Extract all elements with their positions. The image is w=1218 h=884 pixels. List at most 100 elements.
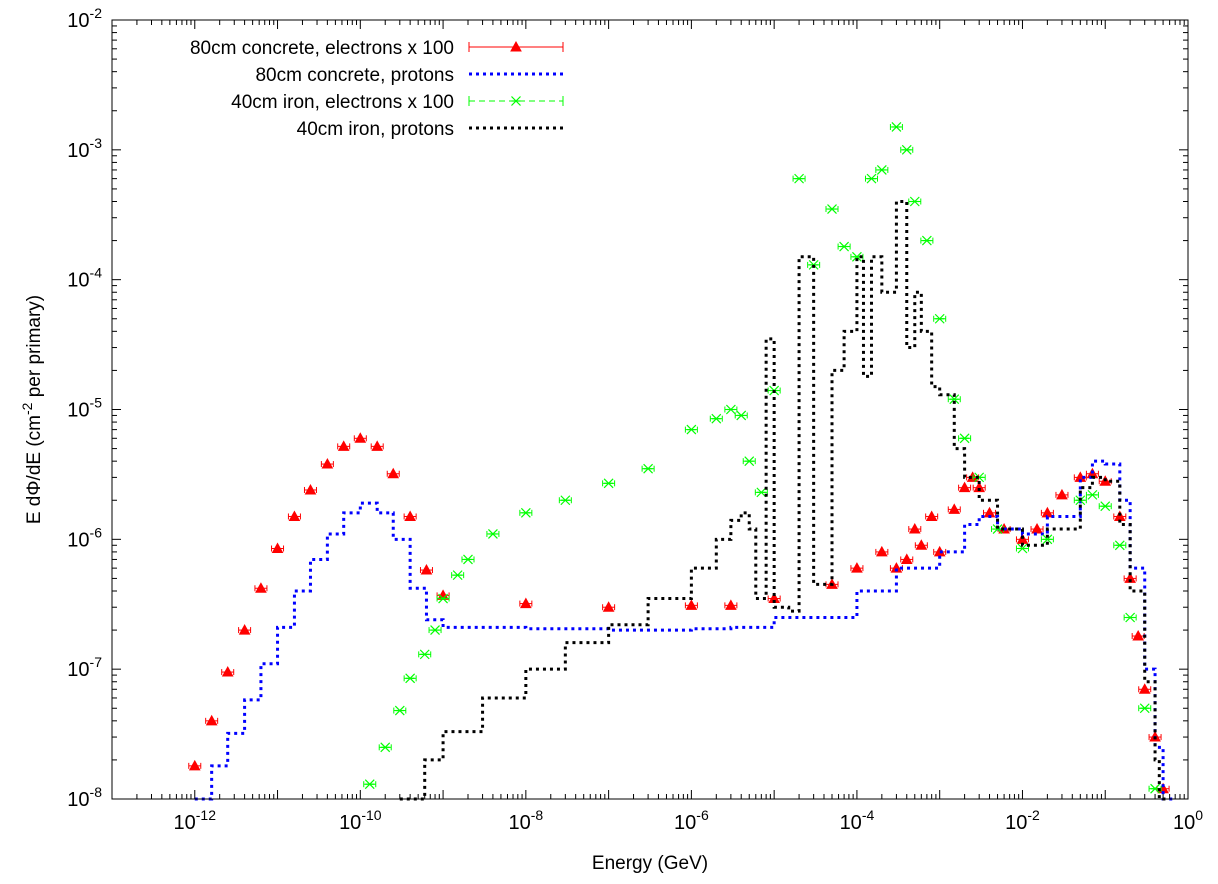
data-point	[1087, 489, 1098, 500]
data-point	[725, 404, 736, 415]
data-point	[876, 165, 887, 175]
data-point	[839, 241, 850, 252]
data-point	[685, 599, 698, 610]
data-point	[959, 433, 970, 444]
series-4	[399, 199, 1169, 801]
x-tick-label: 10-10	[339, 807, 382, 834]
data-point	[794, 173, 804, 184]
data-point	[827, 204, 837, 214]
data-point	[736, 410, 747, 421]
data-point	[948, 503, 961, 514]
data-point	[921, 235, 932, 246]
data-point	[519, 597, 532, 609]
plot-frame	[111, 19, 1189, 800]
data-point	[1139, 703, 1150, 714]
y-tick-label: 10-7	[67, 654, 102, 681]
data-point	[255, 582, 267, 593]
axes-layer: 10-12 10-10 10-8 10-6 10-4 10-2 100 10-8 10-7 10-…	[67, 5, 1203, 834]
x-tick-label: 10-6	[674, 807, 709, 834]
data-point	[1124, 572, 1136, 583]
data-point	[463, 554, 473, 565]
legend-label: 40cm iron, electrons x 100	[231, 92, 454, 113]
data-point	[725, 599, 737, 610]
data-point	[900, 553, 913, 564]
data-point	[949, 394, 960, 405]
data-point	[221, 666, 234, 677]
data-point	[603, 478, 614, 489]
data-point	[1125, 612, 1136, 623]
data-point	[711, 413, 722, 424]
x-axis-title: Energy (GeV)	[592, 853, 708, 874]
data-point	[452, 570, 463, 581]
data-point	[908, 523, 921, 534]
legend-entry: 80cm concrete, electrons x 100	[190, 38, 564, 59]
legend-label: 80cm concrete, protons	[255, 65, 454, 86]
data-point	[288, 510, 301, 521]
data-point	[420, 564, 433, 575]
data-point	[238, 624, 251, 635]
data-point	[1100, 501, 1111, 512]
data-point	[992, 524, 1003, 534]
legend-label: 40cm iron, protons	[297, 119, 454, 140]
data-point	[1017, 543, 1028, 554]
data-point	[686, 424, 697, 435]
legend-entry: 40cm iron, electrons x 100	[231, 92, 564, 113]
y-tick-label: 10-6	[67, 524, 102, 551]
data-point	[1138, 683, 1151, 694]
series-line	[194, 459, 1173, 801]
data-point	[487, 529, 498, 539]
data-point	[925, 510, 938, 521]
legend-marker	[510, 40, 522, 52]
series-2	[194, 459, 1173, 801]
data-point	[371, 440, 384, 451]
data-point	[1132, 629, 1145, 641]
data-point	[337, 440, 350, 451]
y-tick-label: 10-2	[67, 5, 102, 32]
data-point	[430, 625, 440, 636]
x-tick-label: 10-4	[840, 807, 875, 834]
legend-marker	[511, 96, 521, 106]
series-3	[363, 122, 1162, 794]
data-point	[915, 539, 928, 550]
y-tick-label: 10-5	[67, 395, 102, 422]
data-point	[744, 456, 755, 467]
data-point	[438, 593, 449, 604]
data-point	[602, 601, 615, 612]
data-point	[1031, 523, 1043, 534]
y-tick-label: 10-8	[67, 784, 102, 811]
data-point	[1042, 534, 1053, 545]
data-point	[354, 432, 367, 443]
data-point	[394, 705, 405, 716]
data-point	[1056, 488, 1068, 500]
legend-entry: 40cm iron, protons	[297, 119, 563, 140]
data-point	[419, 649, 430, 660]
data-point	[304, 483, 317, 495]
y-tick-label: 10-4	[67, 265, 102, 292]
data-point	[321, 458, 334, 469]
data-point	[890, 562, 903, 573]
data-point	[188, 759, 201, 771]
data-point	[205, 714, 218, 726]
data-point	[560, 495, 571, 506]
legend-entry: 80cm concrete, protons	[255, 65, 563, 86]
data-point	[973, 481, 986, 493]
data-point	[405, 673, 416, 684]
data-point	[271, 542, 284, 553]
data-point	[380, 742, 391, 753]
data-point	[364, 779, 375, 790]
data-point	[909, 196, 920, 207]
data-point	[1114, 540, 1125, 551]
series-layer	[188, 122, 1173, 801]
data-point	[404, 510, 416, 521]
data-point	[643, 463, 654, 474]
y-axis-title: E dΦ/dE (cm-2 per primary)	[19, 295, 45, 524]
data-point	[891, 122, 902, 132]
data-point	[866, 173, 877, 184]
data-point	[520, 507, 531, 518]
legend-label: 80cm concrete, electrons x 100	[190, 38, 454, 59]
legend: 80cm concrete, electrons x 100 80cm concr…	[190, 38, 564, 140]
x-tick-label: 10-8	[508, 807, 543, 834]
data-point	[437, 589, 449, 600]
